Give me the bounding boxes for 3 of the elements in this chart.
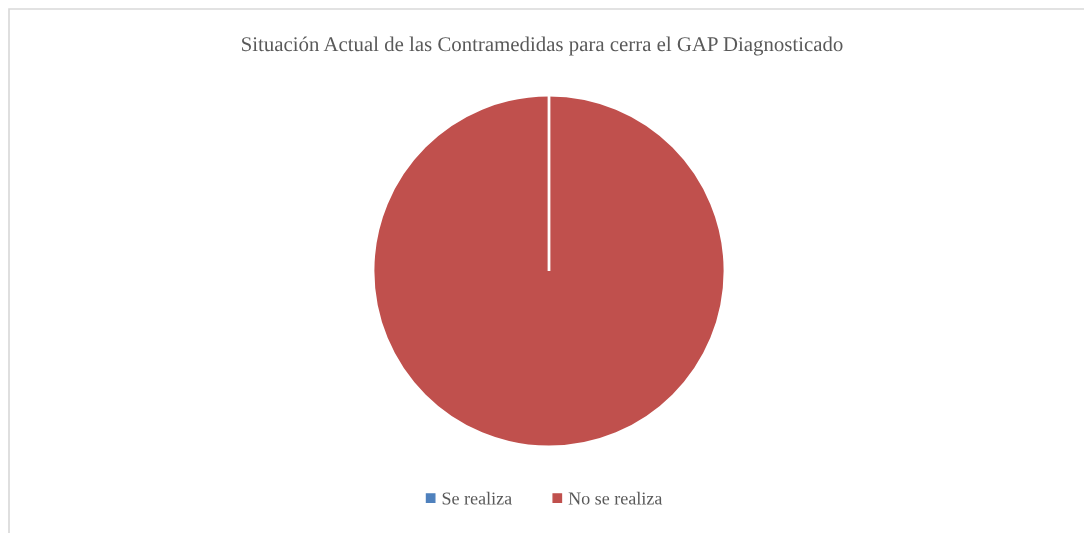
- chart-title: Situación Actual de las Contramedidas para cerra el GAP Diagnosticado: [242, 36, 843, 56]
- legend-label: Se realiza: [442, 491, 512, 505]
- legend-label: No se realiza: [568, 491, 663, 505]
